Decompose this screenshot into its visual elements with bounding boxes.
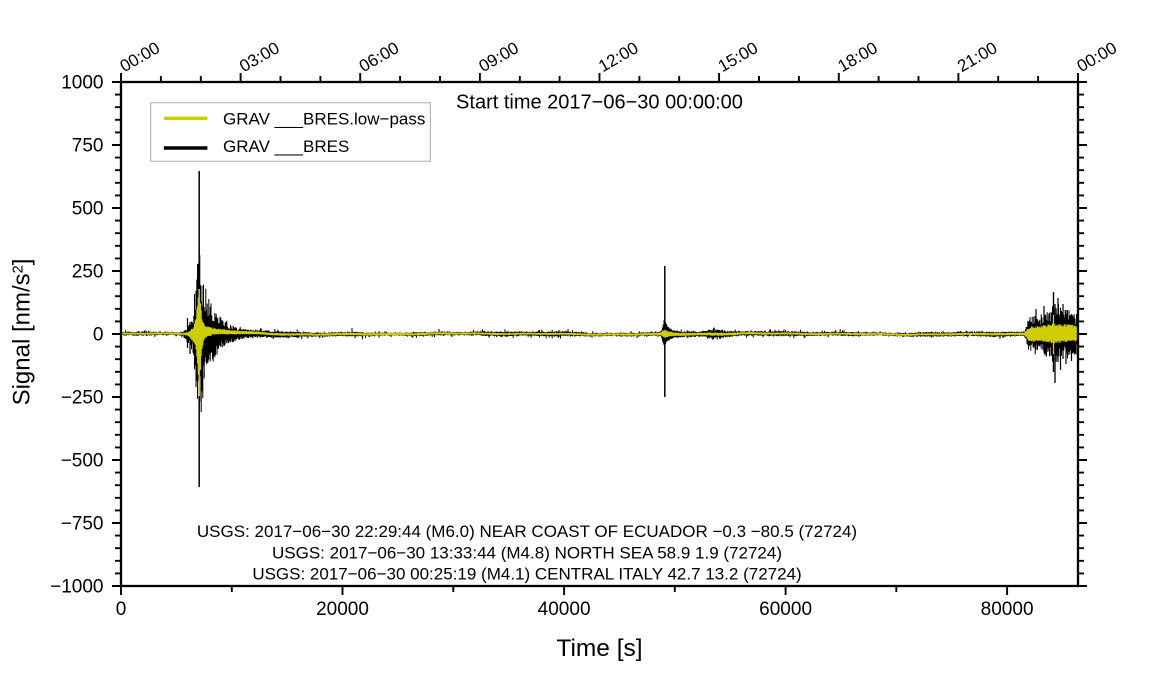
svg-text:−250: −250 [61, 388, 104, 409]
svg-text:USGS: 2017−06−30 22:29:44 (M6.: USGS: 2017−06−30 22:29:44 (M6.0) NEAR CO… [197, 522, 857, 541]
svg-text:0: 0 [93, 325, 104, 346]
svg-text:−750: −750 [61, 514, 104, 535]
svg-text:12:00: 12:00 [595, 38, 641, 76]
svg-text:500: 500 [72, 199, 104, 220]
svg-text:00:00: 00:00 [117, 38, 163, 76]
svg-text:03:00: 03:00 [236, 38, 282, 76]
svg-text:06:00: 06:00 [356, 38, 402, 76]
svg-text:GRAV ___BRES.low−pass: GRAV ___BRES.low−pass [223, 110, 425, 129]
svg-text:21:00: 21:00 [954, 38, 1000, 76]
svg-text:15:00: 15:00 [715, 38, 761, 76]
svg-text:1000: 1000 [61, 73, 103, 94]
svg-text:60000: 60000 [759, 599, 812, 620]
svg-text:250: 250 [72, 262, 104, 283]
svg-text:−500: −500 [61, 451, 104, 472]
svg-text:0: 0 [116, 599, 127, 620]
svg-text:09:00: 09:00 [476, 38, 522, 76]
svg-text:40000: 40000 [538, 599, 591, 620]
svg-text:Signal [nm/s2]: Signal [nm/s2] [9, 259, 36, 406]
svg-text:750: 750 [72, 136, 104, 157]
svg-text:−1000: −1000 [50, 577, 103, 598]
svg-text:Start time 2017−06−30 00:00:00: Start time 2017−06−30 00:00:00 [456, 92, 743, 114]
svg-text:20000: 20000 [316, 599, 369, 620]
svg-text:USGS: 2017−06−30 00:25:19 (M4.: USGS: 2017−06−30 00:25:19 (M4.1) CENTRAL… [252, 565, 801, 584]
svg-text:80000: 80000 [981, 599, 1034, 620]
svg-text:GRAV ___BRES: GRAV ___BRES [223, 137, 349, 156]
svg-text:Time [s]: Time [s] [556, 635, 642, 662]
svg-text:USGS: 2017−06−30 13:33:44 (M4.: USGS: 2017−06−30 13:33:44 (M4.8) NORTH S… [272, 543, 782, 562]
svg-text:18:00: 18:00 [835, 38, 881, 76]
svg-text:00:00: 00:00 [1074, 38, 1120, 76]
